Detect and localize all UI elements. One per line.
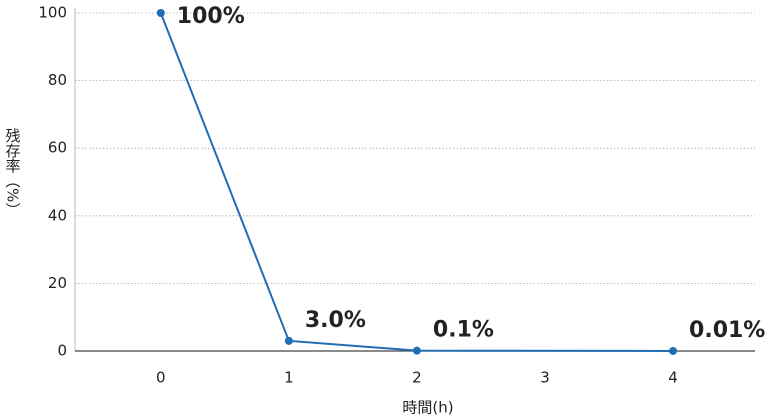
y-tick-label: 100 — [38, 4, 67, 22]
point — [669, 346, 678, 355]
point — [156, 9, 165, 17]
data-label: 0.1% — [433, 318, 494, 343]
x-tick-label: 1 — [284, 369, 294, 387]
point — [412, 346, 421, 355]
data-label: 100% — [177, 4, 245, 29]
line — [159, 12, 674, 352]
y-tick-label: 40 — [48, 206, 67, 224]
data-label: 0.01% — [689, 318, 765, 343]
x-tick-label: 4 — [668, 369, 678, 387]
data-label: 3.0% — [305, 308, 366, 333]
x-tick-label: 3 — [540, 369, 550, 387]
y-tick-label: 0 — [57, 342, 67, 360]
x-tick-label: 0 — [156, 369, 166, 387]
y-tick-label: 20 — [48, 274, 67, 292]
x-tick-label: 2 — [412, 369, 422, 387]
point — [284, 336, 293, 345]
x-axis-title: 時間(h) — [402, 399, 453, 417]
y-axis-title: 残存率（%） — [4, 128, 22, 217]
y-tick-label: 80 — [48, 71, 67, 89]
y-tick-label: 60 — [48, 139, 67, 157]
